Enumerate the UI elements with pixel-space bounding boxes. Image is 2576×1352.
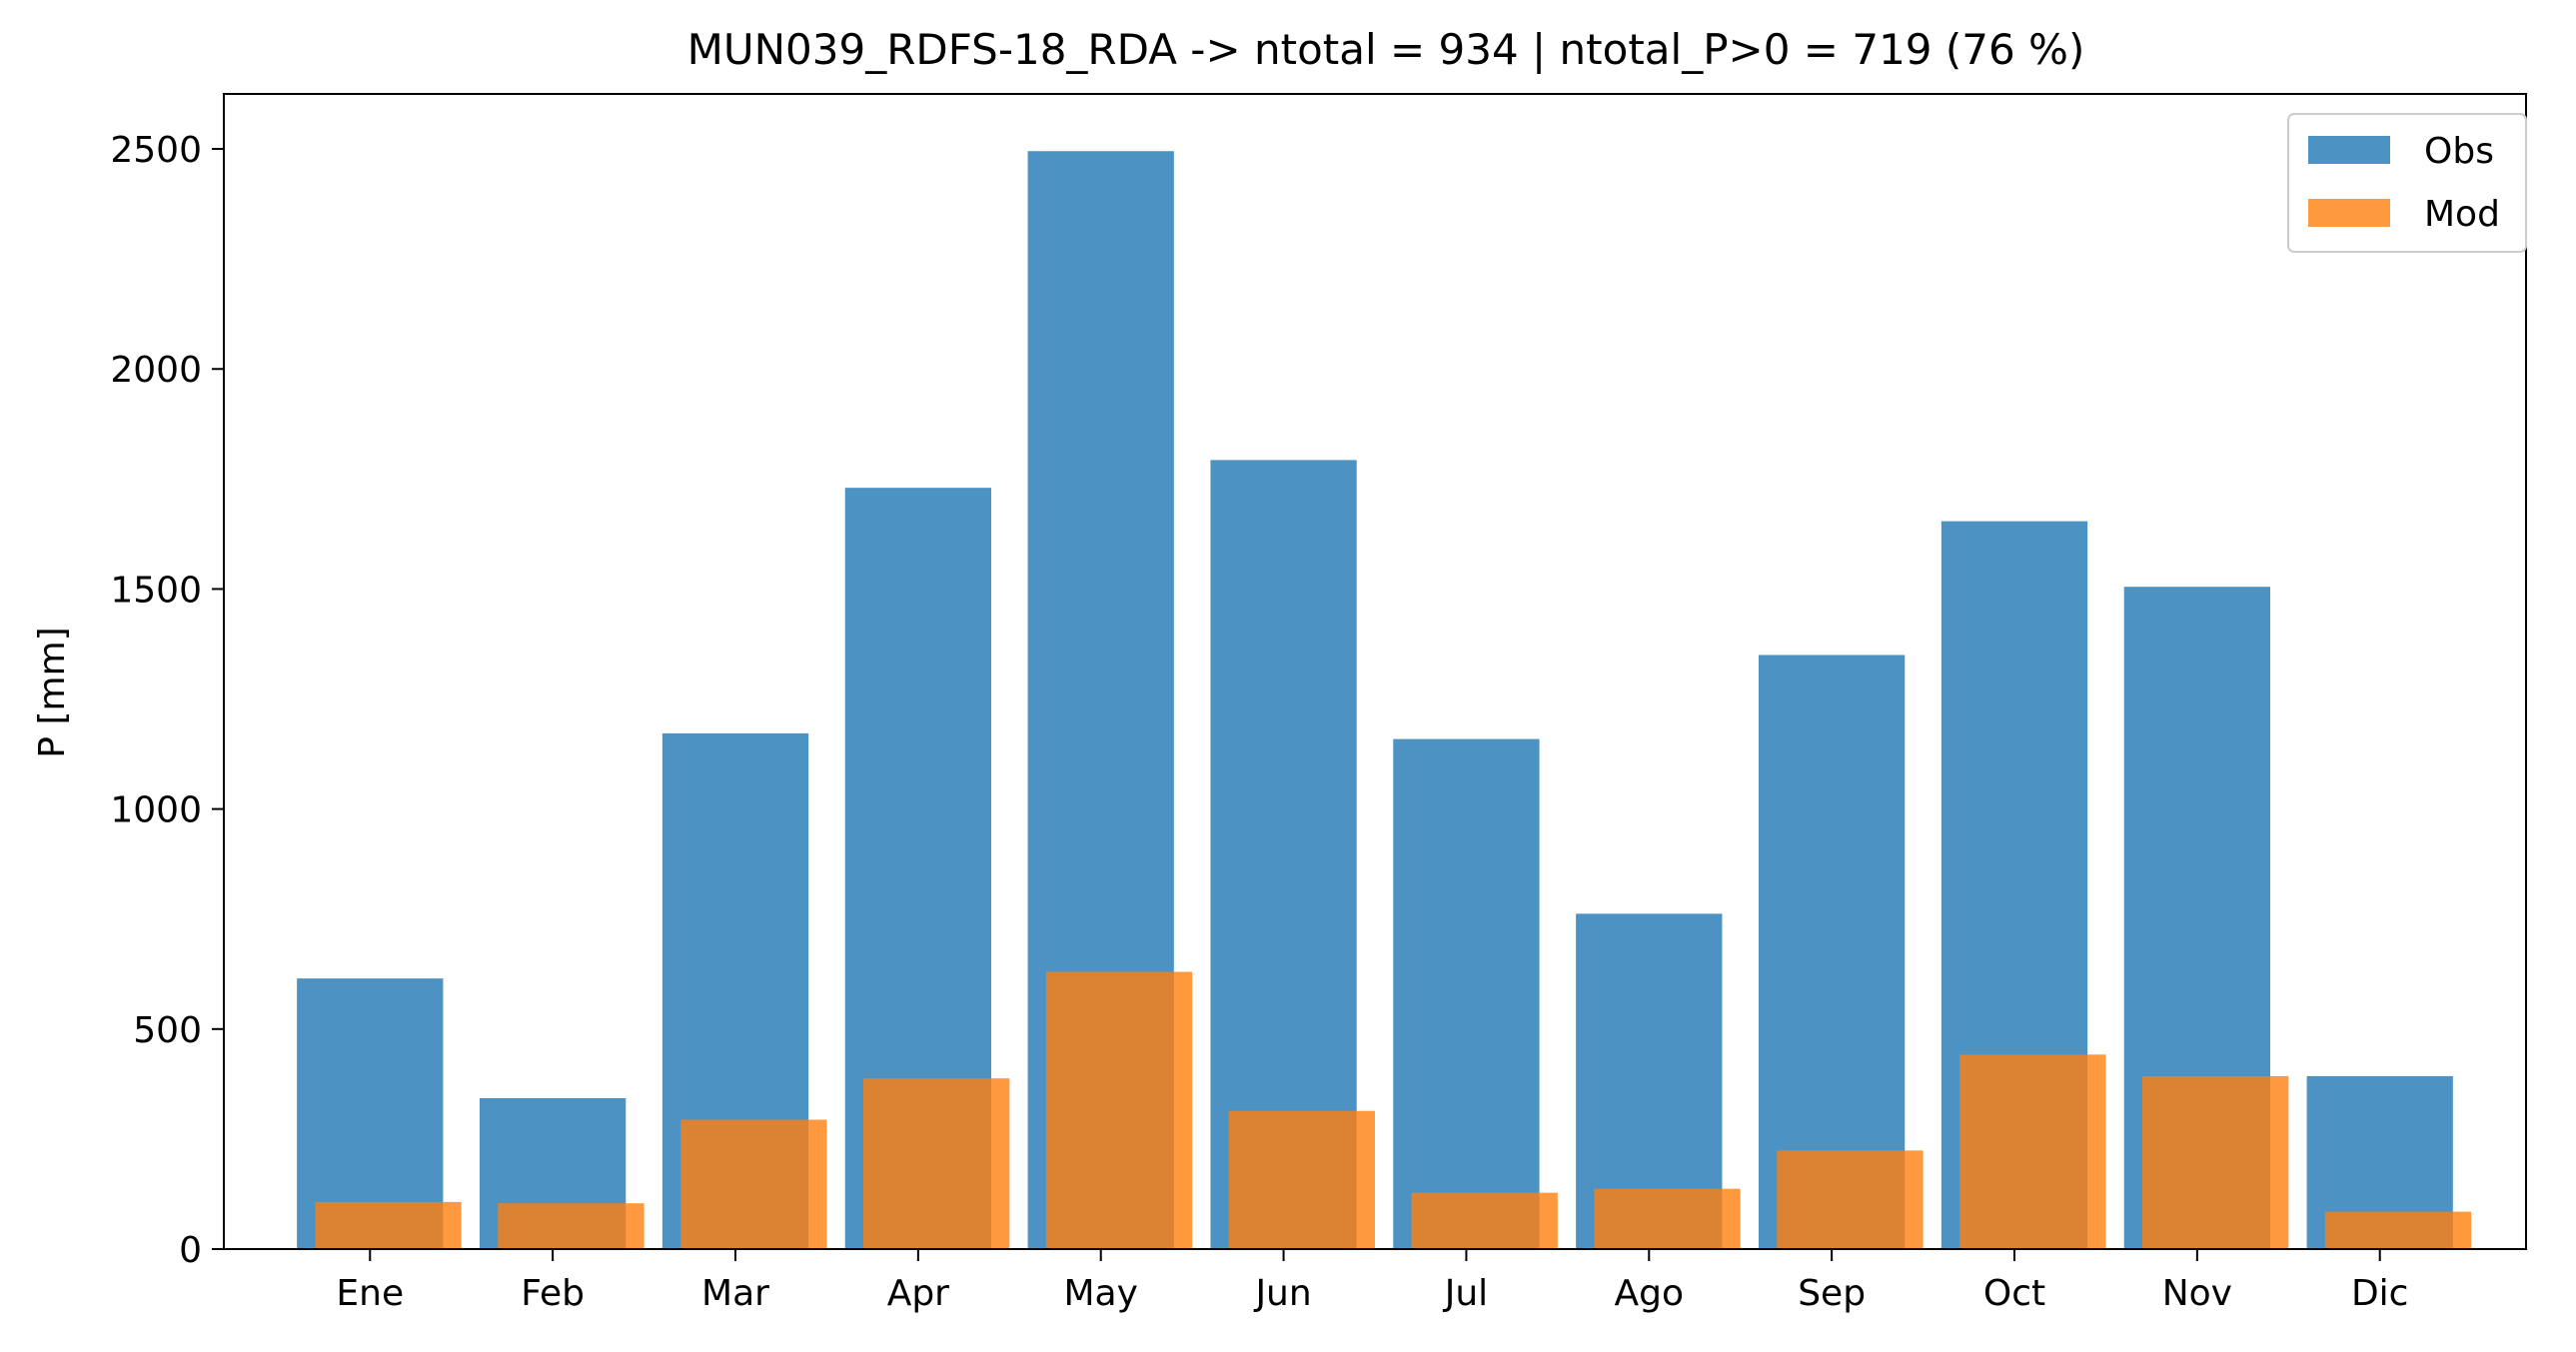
x-tick-label: Ago	[1615, 1273, 1685, 1314]
bar-mod-oct	[1959, 1054, 2106, 1249]
legend-label-mod: Mod	[2424, 194, 2500, 235]
x-tick-label: Mar	[701, 1273, 769, 1314]
bar-obs-sep	[1759, 655, 1906, 1249]
bar-mod-jun	[1228, 1110, 1375, 1249]
plot-frame	[223, 93, 2527, 1250]
bar-mod-jul	[1411, 1192, 1558, 1249]
x-tick-label: Oct	[1983, 1273, 2045, 1314]
bar-obs-jul	[1393, 738, 1540, 1249]
y-tick-label: 0	[179, 1230, 202, 1271]
y-tick-label: 500	[133, 1010, 202, 1051]
plot-area: Ene Feb Mar Apr May Jun Jul Ago Sep Oct Nov Dic 0 500…	[110, 93, 2527, 1314]
x-tick-label: Apr	[887, 1273, 949, 1314]
y-tick-label: 2000	[110, 350, 202, 391]
legend-label-obs: Obs	[2424, 131, 2494, 172]
y-tick-label: 1000	[110, 790, 202, 831]
bar-mod-sep	[1777, 1150, 1924, 1249]
bar-mod-feb	[498, 1203, 644, 1249]
x-tick-label: Ene	[336, 1273, 404, 1314]
legend: Obs Mod	[2287, 113, 2527, 253]
bar-mod-apr	[863, 1078, 1010, 1249]
x-tick-label: May	[1063, 1273, 1137, 1314]
bar-mod-nov	[2142, 1075, 2289, 1249]
legend-swatch-obs	[2308, 136, 2390, 164]
x-tick-label: Sep	[1798, 1273, 1866, 1314]
x-tick-label: Dic	[2351, 1273, 2409, 1314]
y-tick-label: 2500	[110, 130, 202, 171]
x-tick-label: Jun	[1253, 1273, 1311, 1314]
y-tick-label: 1500	[110, 570, 202, 611]
chart-title: MUN039_RDFS-18_RDA -> ntotal = 934 | nto…	[687, 25, 2085, 74]
y-axis-label: P [mm]	[32, 627, 73, 757]
bar-mod-mar	[680, 1119, 827, 1249]
x-tick-label: Feb	[521, 1273, 585, 1314]
bar-mod-ene	[315, 1201, 462, 1249]
x-tick-label: Nov	[2162, 1273, 2232, 1314]
bar-mod-may	[1045, 971, 1193, 1249]
bar-mod-dic	[2324, 1211, 2472, 1249]
legend-swatch-mod	[2308, 199, 2390, 227]
bar-mod-ago	[1594, 1188, 1741, 1249]
x-tick-label: Jul	[1443, 1273, 1488, 1314]
